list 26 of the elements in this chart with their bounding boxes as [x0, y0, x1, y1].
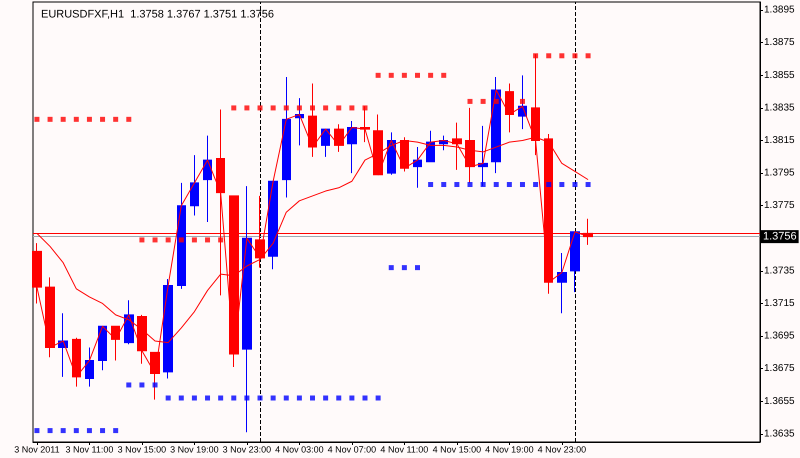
x-tick-label: 4 Nov 07:00: [328, 444, 376, 454]
x-tick-label: 3 Nov 11:00: [65, 444, 114, 454]
y-tick-label: 1.3635: [764, 428, 796, 440]
y-tick-label: 1.3655: [764, 396, 796, 407]
y-tick-label: 1.3875: [764, 37, 796, 48]
y-tick-label: 1.3675: [764, 363, 796, 374]
text: EURUSDFXF,H1 1.3758 1.3767 1.3751 1.3756: [41, 8, 274, 20]
y-tick-label: 1.3775: [764, 200, 796, 212]
x-tick-label: 3 Nov 19:00: [170, 444, 219, 454]
y-tick-label: 1.3895: [764, 4, 796, 16]
x-tick-label: 4 Nov 23:00: [538, 444, 586, 454]
y-tick-label: 1.3835: [764, 102, 796, 114]
x-tick-label: 3 Nov 2011: [14, 444, 60, 454]
x-tick-label: 4 Nov 03:00: [275, 444, 324, 454]
x-tick-label: 4 Nov 15:00: [432, 444, 482, 454]
ref-line-label: 1.3756: [763, 230, 797, 243]
y-tick-label: 1.3855: [764, 70, 796, 81]
x-tick-label: 3 Nov 15:00: [118, 444, 166, 454]
y-tick-label: 1.3715: [764, 298, 796, 309]
x-tick-label: 4 Nov 19:00: [485, 444, 534, 454]
y-tick-label: 1.3735: [764, 265, 796, 276]
x-tick-label: 4 Nov 11:00: [380, 444, 428, 454]
y-tick-label: 1.3795: [764, 168, 796, 179]
y-tick-label: 1.3815: [764, 135, 796, 146]
x-tick-label: 3 Nov 23:00: [222, 444, 272, 454]
y-tick-label: 1.3695: [764, 330, 796, 342]
